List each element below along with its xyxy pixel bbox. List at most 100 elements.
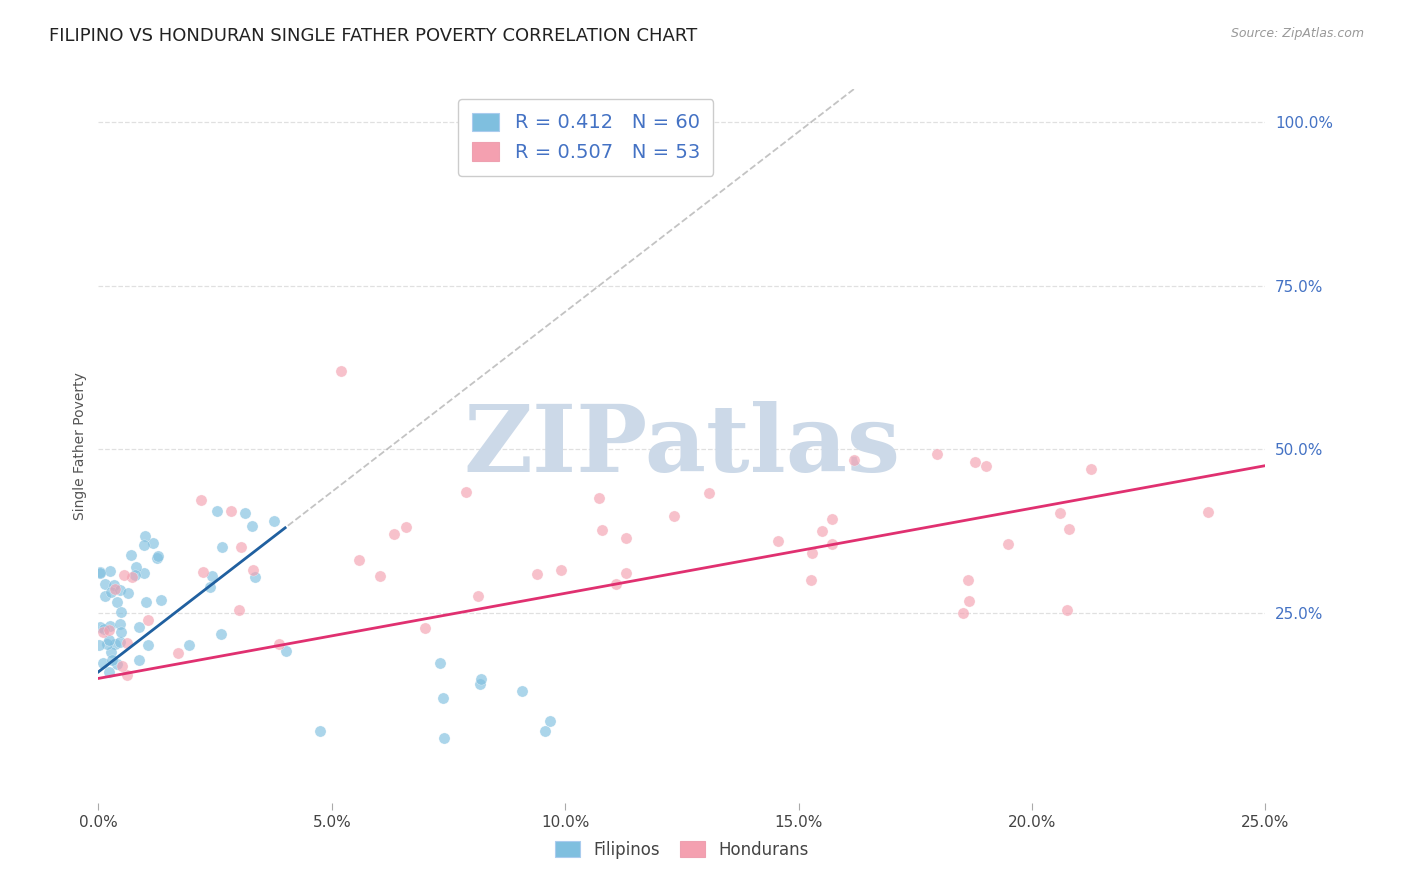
Point: [125, 559, 148, 574]
Text: Source: ZipAtlas.com: Source: ZipAtlas.com: [1230, 27, 1364, 40]
Point: [100, 645, 122, 659]
Point: [138, 638, 160, 652]
Point: [614, 532, 637, 546]
Point: [534, 723, 557, 738]
Point: [96, 637, 118, 651]
Point: [811, 524, 834, 539]
Point: [93, 625, 115, 640]
Text: ZIPatlas: ZIPatlas: [464, 401, 900, 491]
Point: [98, 564, 121, 578]
Point: [166, 646, 188, 660]
Point: [243, 570, 266, 584]
Point: [179, 638, 201, 652]
Point: [101, 653, 124, 667]
Point: [952, 606, 974, 620]
Point: [128, 620, 150, 634]
Point: [330, 364, 353, 378]
Point: [395, 519, 418, 533]
Point: [111, 658, 134, 673]
Point: [93, 577, 115, 591]
Point: [1080, 462, 1102, 476]
Legend: Filipinos, Hondurans: Filipinos, Hondurans: [548, 835, 815, 866]
Point: [550, 563, 572, 577]
Point: [263, 514, 285, 528]
Point: [190, 493, 212, 508]
Point: [997, 537, 1019, 551]
Point: [470, 677, 492, 691]
Point: [105, 595, 128, 609]
Point: [433, 731, 456, 746]
Point: [467, 589, 489, 603]
Point: [538, 714, 561, 729]
Point: [149, 593, 172, 607]
Point: [349, 553, 371, 567]
Point: [308, 724, 330, 739]
Point: [191, 565, 214, 579]
Point: [115, 636, 138, 650]
Point: [97, 623, 120, 637]
Point: [117, 586, 139, 600]
Point: [233, 506, 256, 520]
Point: [132, 566, 155, 580]
Point: [121, 570, 143, 584]
Point: [93, 656, 115, 670]
Point: [93, 622, 115, 636]
Point: [115, 668, 138, 682]
Point: [100, 585, 122, 599]
Point: [974, 458, 997, 473]
Y-axis label: Single Father Poverty: Single Father Poverty: [73, 372, 87, 520]
Point: [274, 644, 297, 658]
Point: [105, 657, 128, 671]
Point: [844, 453, 866, 467]
Point: [800, 573, 823, 587]
Point: [242, 519, 264, 533]
Point: [697, 485, 720, 500]
Point: [110, 625, 132, 640]
Point: [128, 653, 150, 667]
Point: [432, 691, 454, 706]
Point: [429, 656, 451, 670]
Point: [108, 617, 131, 632]
Point: [454, 485, 477, 500]
Point: [800, 546, 823, 560]
Point: [927, 447, 949, 461]
Point: [201, 568, 224, 582]
Point: [89, 566, 111, 581]
Point: [146, 549, 169, 563]
Point: [605, 577, 627, 591]
Point: [120, 548, 142, 562]
Point: [124, 567, 146, 582]
Point: [136, 613, 159, 627]
Point: [110, 606, 132, 620]
Text: FILIPINO VS HONDURAN SINGLE FATHER POVERTY CORRELATION CHART: FILIPINO VS HONDURAN SINGLE FATHER POVER…: [49, 27, 697, 45]
Point: [229, 540, 252, 554]
Point: [211, 541, 233, 555]
Point: [98, 633, 121, 648]
Point: [1049, 507, 1071, 521]
Point: [766, 534, 789, 549]
Point: [146, 551, 169, 566]
Point: [470, 672, 492, 686]
Point: [614, 566, 637, 581]
Point: [112, 567, 135, 582]
Point: [956, 573, 979, 587]
Point: [1197, 505, 1219, 519]
Point: [588, 491, 610, 506]
Point: [205, 504, 228, 518]
Point: [1057, 522, 1080, 536]
Point: [87, 638, 110, 652]
Point: [89, 565, 111, 579]
Point: [963, 455, 986, 469]
Point: [820, 512, 842, 526]
Point: [662, 508, 685, 523]
Point: [132, 538, 155, 552]
Point: [135, 595, 157, 609]
Point: [209, 627, 232, 641]
Point: [103, 578, 125, 592]
Point: [821, 537, 844, 551]
Point: [382, 526, 405, 541]
Point: [198, 580, 221, 594]
Point: [413, 621, 436, 635]
Point: [228, 602, 250, 616]
Point: [98, 619, 121, 633]
